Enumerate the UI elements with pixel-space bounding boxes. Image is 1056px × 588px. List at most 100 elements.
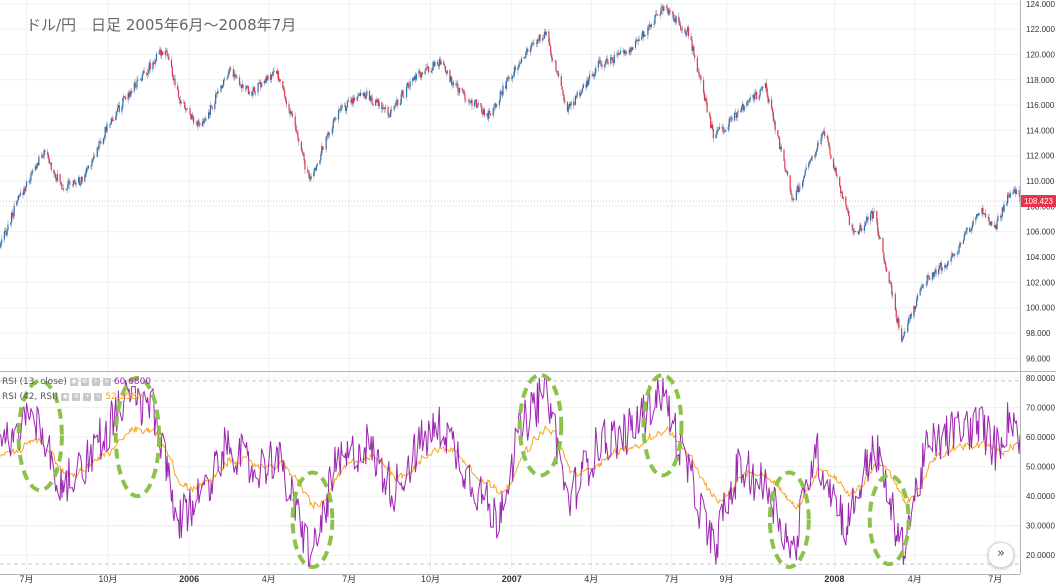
candle[interactable] <box>152 60 154 73</box>
candle[interactable] <box>110 116 112 125</box>
candle[interactable] <box>637 36 639 46</box>
candle[interactable] <box>346 99 348 108</box>
candle[interactable] <box>709 111 711 119</box>
candle[interactable] <box>749 94 752 103</box>
candle[interactable] <box>965 227 967 235</box>
candle[interactable] <box>134 78 136 89</box>
candle[interactable] <box>997 212 999 222</box>
candle[interactable] <box>329 131 331 138</box>
candle[interactable] <box>90 165 92 170</box>
candle[interactable] <box>223 76 226 82</box>
candle[interactable] <box>105 125 107 134</box>
candle[interactable] <box>93 153 96 159</box>
candle[interactable] <box>542 34 544 43</box>
candle[interactable] <box>0 242 1 250</box>
candle[interactable] <box>437 64 440 69</box>
candle[interactable] <box>690 32 692 41</box>
candle[interactable] <box>808 161 810 171</box>
candle[interactable] <box>1013 186 1015 194</box>
candle[interactable] <box>654 14 656 26</box>
candle[interactable] <box>984 209 987 218</box>
candle[interactable] <box>10 221 12 226</box>
candle[interactable] <box>524 56 526 59</box>
candle[interactable] <box>659 10 661 19</box>
candle[interactable] <box>457 80 459 96</box>
candle[interactable] <box>903 328 905 338</box>
candle[interactable] <box>959 240 961 249</box>
candle[interactable] <box>575 95 577 100</box>
candle[interactable] <box>619 52 621 56</box>
candle[interactable] <box>383 107 386 113</box>
candle[interactable] <box>545 31 547 37</box>
candle[interactable] <box>55 173 57 182</box>
candle[interactable] <box>341 104 343 111</box>
candle[interactable] <box>55 176 58 184</box>
candle[interactable] <box>118 101 120 114</box>
candle[interactable] <box>121 104 123 115</box>
candle[interactable] <box>455 79 457 88</box>
candle[interactable] <box>48 153 50 164</box>
candle[interactable] <box>894 291 896 311</box>
candle[interactable] <box>801 179 804 190</box>
candle[interactable] <box>562 89 564 97</box>
settings-icon[interactable]: ⚙ <box>72 393 81 401</box>
candle[interactable] <box>446 70 448 75</box>
candle[interactable] <box>601 60 603 70</box>
candle[interactable] <box>756 90 758 100</box>
candle[interactable] <box>232 65 234 80</box>
candle[interactable] <box>539 34 541 44</box>
candle[interactable] <box>128 89 130 99</box>
candle[interactable] <box>421 72 423 81</box>
candle[interactable] <box>634 38 637 50</box>
candle[interactable] <box>891 281 893 298</box>
candle[interactable] <box>165 48 167 52</box>
candle[interactable] <box>737 108 739 117</box>
candle[interactable] <box>471 98 473 111</box>
candle[interactable] <box>488 108 490 123</box>
candle[interactable] <box>951 250 953 261</box>
candle[interactable] <box>337 106 340 124</box>
candle[interactable] <box>116 110 118 120</box>
candle[interactable] <box>62 188 64 191</box>
candle[interactable] <box>625 49 627 57</box>
candle[interactable] <box>254 91 257 97</box>
candle[interactable] <box>977 212 980 217</box>
candle[interactable] <box>550 45 552 56</box>
candle[interactable] <box>331 125 333 137</box>
candle[interactable] <box>836 173 838 180</box>
candle[interactable] <box>525 50 527 60</box>
candle[interactable] <box>765 78 767 93</box>
candle[interactable] <box>344 102 346 108</box>
candle[interactable] <box>865 216 867 226</box>
candle[interactable] <box>214 100 216 112</box>
candle[interactable] <box>222 83 224 90</box>
candle[interactable] <box>99 141 101 143</box>
candle[interactable] <box>694 53 696 62</box>
candle[interactable] <box>209 101 211 118</box>
candle[interactable] <box>10 211 13 228</box>
candle[interactable] <box>360 88 362 98</box>
candle[interactable] <box>795 189 797 202</box>
candle[interactable] <box>870 210 872 225</box>
candle[interactable] <box>839 176 841 188</box>
candle[interactable] <box>383 103 385 111</box>
candle[interactable] <box>512 71 515 77</box>
candle[interactable] <box>37 161 39 167</box>
candle[interactable] <box>36 162 38 169</box>
candle[interactable] <box>30 170 32 185</box>
candle[interactable] <box>995 223 997 230</box>
candle[interactable] <box>190 113 192 121</box>
candle[interactable] <box>38 154 40 166</box>
candle[interactable] <box>6 229 8 238</box>
candle[interactable] <box>593 72 595 80</box>
candle[interactable] <box>43 147 45 160</box>
candle[interactable] <box>74 179 76 186</box>
candle[interactable] <box>432 60 434 71</box>
candle[interactable] <box>236 74 238 79</box>
candle[interactable] <box>130 88 132 96</box>
candle[interactable] <box>1009 190 1011 199</box>
candle[interactable] <box>919 287 921 297</box>
candle[interactable] <box>619 46 622 55</box>
candle[interactable] <box>433 60 435 68</box>
candle[interactable] <box>291 110 293 116</box>
